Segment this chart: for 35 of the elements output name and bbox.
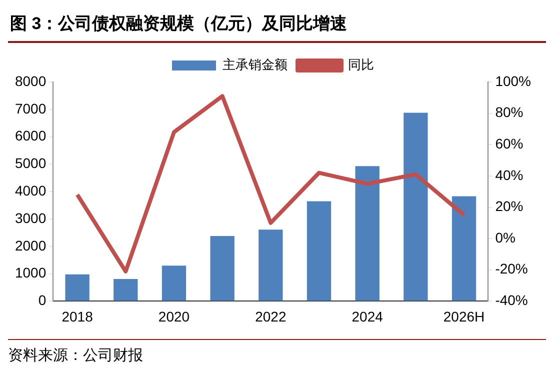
bar xyxy=(65,274,90,301)
chart-title: 图 3：公司债权融资规模（亿元）及同比增速 xyxy=(8,8,546,43)
y2-tick-label: -40% xyxy=(495,292,528,308)
y2-tick-label: 100% xyxy=(495,72,532,89)
text: 资料来源：公司财报 xyxy=(8,346,144,365)
bar xyxy=(162,266,186,301)
x-tick-label: 2020 xyxy=(158,308,190,324)
y-tick-label: 1000 xyxy=(14,264,46,281)
x-tick-label: 2026H xyxy=(443,308,485,324)
bar xyxy=(404,112,428,301)
x-tick-label: 2024 xyxy=(352,308,384,324)
x-tick-label: 2018 xyxy=(62,308,94,324)
y2-tick-label: 0% xyxy=(495,229,516,246)
y-tick-label: 6000 xyxy=(14,128,46,144)
bar xyxy=(114,279,138,301)
y2-tick-label: 80% xyxy=(495,104,524,120)
bar xyxy=(355,166,380,301)
y-tick-label: 5000 xyxy=(14,155,46,172)
y-tick-label: 3000 xyxy=(14,210,46,226)
legend-label: 主承销金额 xyxy=(222,57,288,72)
y-tick-label: 2000 xyxy=(14,237,46,254)
y2-tick-label: 60% xyxy=(495,135,524,152)
y-tick-label: 8000 xyxy=(14,72,46,89)
bar xyxy=(210,236,234,301)
y-tick-label: 7000 xyxy=(14,100,46,116)
bar xyxy=(452,196,476,301)
x-tick-label: 2022 xyxy=(255,308,286,324)
legend-label: 同比 xyxy=(348,57,374,72)
y2-tick-label: 40% xyxy=(495,166,524,183)
bar xyxy=(258,230,283,301)
y2-tick-label: 20% xyxy=(495,198,524,214)
y-tick-label: 0 xyxy=(38,292,46,308)
bar xyxy=(306,201,332,301)
y2-tick-label: -20% xyxy=(495,260,528,277)
y-tick-label: 4000 xyxy=(14,182,46,198)
